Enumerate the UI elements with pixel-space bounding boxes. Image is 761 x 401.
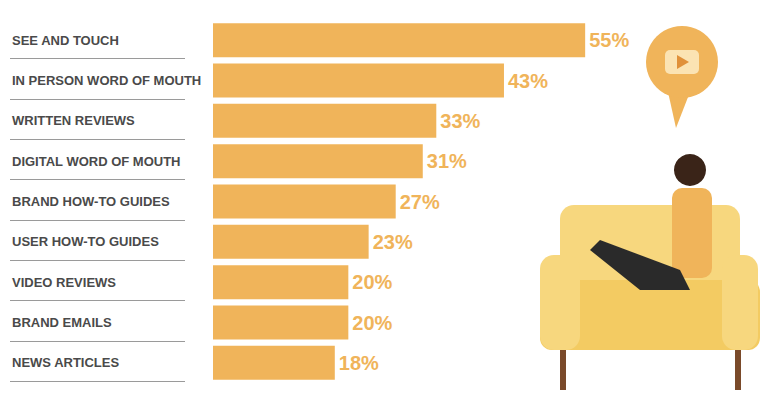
svg-text:BRAND HOW-TO GUIDES: BRAND HOW-TO GUIDES	[12, 194, 170, 209]
svg-text:23%: 23%	[373, 231, 413, 253]
svg-text:20%: 20%	[352, 271, 392, 293]
svg-text:27%: 27%	[400, 191, 440, 213]
svg-text:31%: 31%	[427, 150, 467, 172]
svg-text:VIDEO REVIEWS: VIDEO REVIEWS	[12, 275, 116, 290]
svg-text:43%: 43%	[508, 70, 548, 92]
svg-text:SEE AND TOUCH: SEE AND TOUCH	[12, 33, 119, 48]
svg-text:IN PERSON WORD OF MOUTH: IN PERSON WORD OF MOUTH	[12, 73, 201, 88]
svg-text:DIGITAL WORD OF MOUTH: DIGITAL WORD OF MOUTH	[12, 154, 181, 169]
svg-text:BRAND EMAILS: BRAND EMAILS	[12, 315, 112, 330]
svg-text:18%: 18%	[339, 352, 379, 374]
svg-text:NEWS ARTICLES: NEWS ARTICLES	[12, 355, 119, 370]
svg-text:55%: 55%	[589, 29, 629, 51]
svg-text:WRITTEN REVIEWS: WRITTEN REVIEWS	[12, 113, 135, 128]
svg-text:20%: 20%	[352, 312, 392, 334]
svg-text:33%: 33%	[440, 110, 480, 132]
svg-text:USER HOW-TO GUIDES: USER HOW-TO GUIDES	[12, 234, 159, 249]
